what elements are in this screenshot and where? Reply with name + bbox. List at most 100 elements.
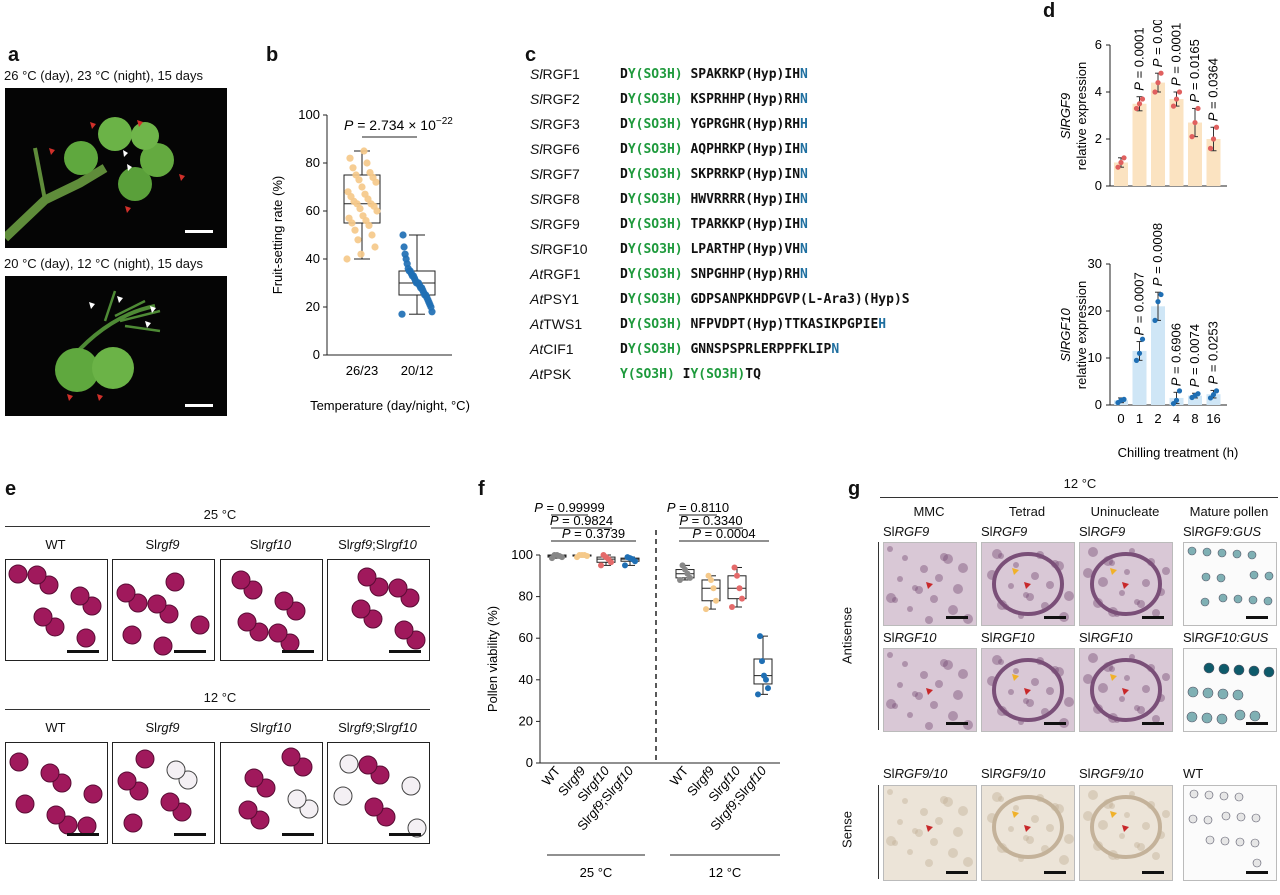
cell xyxy=(1026,699,1034,707)
stage-label: Mature pollen xyxy=(1189,504,1269,519)
x-tick-label: 20/12 xyxy=(401,363,434,378)
pollen-grain xyxy=(190,615,210,635)
p-value-text: = 0.0165 xyxy=(1187,39,1202,94)
species-prefix: At xyxy=(530,266,544,282)
y-tick-label: 6 xyxy=(1095,37,1102,52)
pollen-grain xyxy=(33,607,53,627)
panel-b-label: b xyxy=(266,44,279,66)
data-point xyxy=(361,190,369,198)
data-point xyxy=(622,562,628,569)
pollen-grain xyxy=(116,583,136,603)
data-point xyxy=(1133,357,1140,363)
pollen-grain xyxy=(1251,813,1261,823)
pollen-grain xyxy=(1203,662,1215,674)
scale-bar xyxy=(1246,871,1268,874)
top-y-axis-label-gene: SlRGF9 xyxy=(1058,93,1073,139)
cell xyxy=(948,711,958,721)
data-point xyxy=(345,214,353,222)
p-value-label: P = 0.0074 xyxy=(1187,324,1202,387)
p-value-letter: P xyxy=(1206,112,1221,121)
cell xyxy=(987,813,997,823)
genotype-species: Sl xyxy=(249,537,262,552)
data-point xyxy=(734,572,740,579)
scale-bar xyxy=(174,650,206,653)
cell xyxy=(953,827,963,837)
pollen-grain xyxy=(1247,550,1257,560)
data-point xyxy=(677,576,683,583)
gene-name: RGF9 xyxy=(894,524,930,539)
scale-bar xyxy=(185,404,213,407)
gene-name: RGF9/10 xyxy=(992,766,1046,781)
pollen-grain xyxy=(1264,571,1274,581)
sequence-segment: Y(SO3H) xyxy=(627,317,683,332)
peptide-name: SlRGF10 xyxy=(530,241,588,257)
peptide-id: CIF1 xyxy=(543,341,574,357)
pollen-grain xyxy=(1201,712,1213,724)
p-value-text: = 0.0074 xyxy=(1187,324,1202,379)
sequence-segment: D xyxy=(620,67,628,82)
y-tick-label: 60 xyxy=(306,203,320,218)
peptide-id: PSY1 xyxy=(543,291,580,307)
bar xyxy=(1188,395,1202,405)
pollen-grain xyxy=(1200,597,1210,607)
species-prefix: At xyxy=(530,316,544,332)
pollen-grain xyxy=(1205,835,1215,845)
gene-name: RGF9 xyxy=(1194,524,1230,539)
gene-label: SlRGF10 xyxy=(883,630,936,645)
pollen-grain xyxy=(1235,837,1245,847)
data-point xyxy=(1155,299,1161,305)
pollen-drawing xyxy=(231,570,306,653)
data-point xyxy=(363,159,371,167)
p-value-letter: P xyxy=(550,513,559,528)
cell xyxy=(1036,794,1044,802)
pollen-gus-micrograph xyxy=(1183,785,1277,881)
data-point xyxy=(739,595,745,602)
pollen-grain xyxy=(1187,546,1197,556)
cell xyxy=(892,840,898,846)
cell xyxy=(1142,685,1150,693)
cell xyxy=(1054,561,1064,571)
y-tick-label: 100 xyxy=(511,547,533,562)
p-value-exponent: −22 xyxy=(436,116,453,127)
cell xyxy=(940,659,948,667)
pollen-grain xyxy=(1232,689,1244,701)
peptide-name: AtCIF1 xyxy=(530,341,574,357)
sequence-segment: Y(SO3H) xyxy=(627,342,683,357)
pollen-grain xyxy=(1204,790,1214,800)
sequence-segment: TQ xyxy=(745,367,761,382)
data-point xyxy=(1155,80,1161,86)
pollen-grain xyxy=(1249,570,1259,580)
genotype-species: Sl xyxy=(375,720,388,735)
pollen-grain xyxy=(1189,789,1199,799)
scale-bar xyxy=(282,833,314,836)
scale-bar xyxy=(185,230,213,233)
scale-bar xyxy=(174,833,206,836)
sequence-segment: SKPRRKP(Hyp)IN xyxy=(690,167,801,182)
stage-label: Uninucleate xyxy=(1090,504,1160,519)
damaged-pollen xyxy=(287,789,307,809)
cell xyxy=(1142,579,1150,587)
cell xyxy=(902,661,908,667)
data-point xyxy=(366,169,374,177)
peptide-name: SlRGF3 xyxy=(530,116,580,132)
sequence-segment: D xyxy=(620,92,628,107)
cell xyxy=(987,570,997,580)
cell xyxy=(920,671,928,679)
pollen-grain xyxy=(1216,713,1228,725)
p-value-label: P = 0.0253 xyxy=(1206,321,1221,384)
data-point xyxy=(761,672,767,679)
cell xyxy=(886,699,896,709)
cell xyxy=(930,701,938,709)
data-point xyxy=(759,658,765,665)
pollen-micrograph xyxy=(220,742,323,844)
peptide-name: SlRGF9 xyxy=(530,216,580,232)
tomato-photo-warm xyxy=(5,88,227,248)
sequence-segment: Y(SO3H) xyxy=(627,142,683,157)
cell xyxy=(1108,850,1118,860)
gene-species: Sl xyxy=(1079,630,1091,645)
data-point xyxy=(713,597,719,604)
p-value-text: = 0.3340 xyxy=(688,513,743,528)
y-tick-label: 80 xyxy=(519,589,533,604)
data-point xyxy=(1170,400,1177,407)
cell xyxy=(907,849,913,855)
